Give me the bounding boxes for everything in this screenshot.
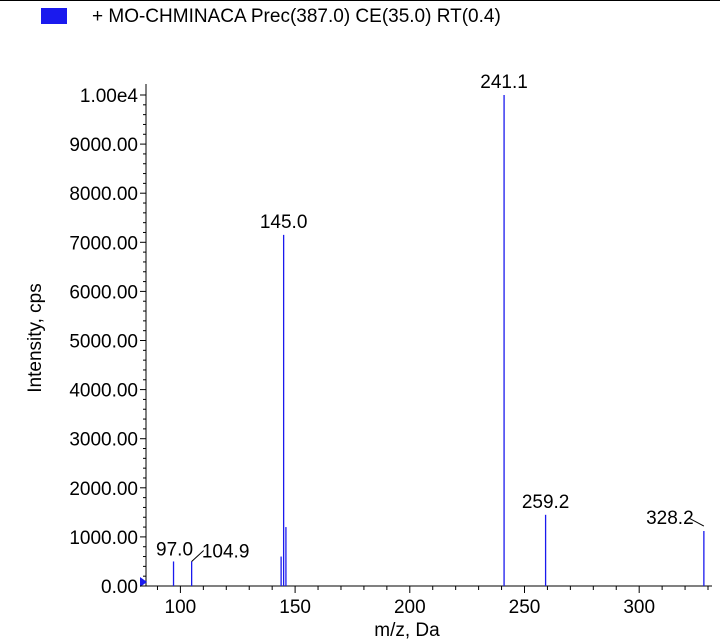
y-tick-label: 3000.00: [69, 430, 138, 451]
y-tick-label: 9000.00: [69, 135, 138, 156]
peak-label-leader: [191, 550, 204, 562]
peak-label: 104.9: [202, 541, 250, 562]
y-tick-label: 6000.00: [69, 282, 138, 303]
y-tick-label: 5000.00: [69, 332, 138, 353]
axes: [140, 84, 712, 587]
y-ticks: 0.00 1000.00 2000.00 3000.00 4000.00 5000.00 6…: [69, 86, 146, 598]
x-tick-label: 250: [509, 597, 541, 618]
y-tick-label: 1.00e4: [80, 86, 139, 107]
y-axis-label: Intensity, cps: [25, 283, 46, 392]
peak-label: 241.1: [480, 72, 528, 93]
y-tick-label: 0.00: [101, 577, 138, 598]
peaks: 97.0 104.9 145.0 241.1 259.2 328.2: [156, 72, 705, 586]
x-tick-label: 300: [623, 597, 655, 618]
axis-marker: [140, 577, 147, 587]
peak-label-leader: [688, 517, 705, 527]
y-tick-label: 1000.00: [69, 528, 138, 549]
peak-label: 328.2: [646, 508, 694, 529]
peak-label: 145.0: [260, 212, 308, 233]
y-tick-label: 2000.00: [69, 479, 138, 500]
top-border: [0, 0, 720, 1]
x-tick-label: 100: [165, 597, 197, 618]
x-axis-label: m/z, Da: [374, 620, 440, 641]
y-tick-label: 4000.00: [69, 381, 138, 402]
legend-swatch: [41, 8, 67, 24]
legend-label: + MO-CHMINACA Prec(387.0) CE(35.0) RT(0.…: [92, 6, 501, 27]
x-tick-label: 200: [394, 597, 426, 618]
peak-label: 97.0: [156, 539, 193, 560]
y-tick-label: 7000.00: [69, 233, 138, 254]
x-tick-label: 150: [279, 597, 311, 618]
x-ticks: 100 150 200 250 300: [156, 586, 709, 618]
y-tick-label: 8000.00: [69, 184, 138, 205]
peak-label: 259.2: [522, 492, 570, 513]
